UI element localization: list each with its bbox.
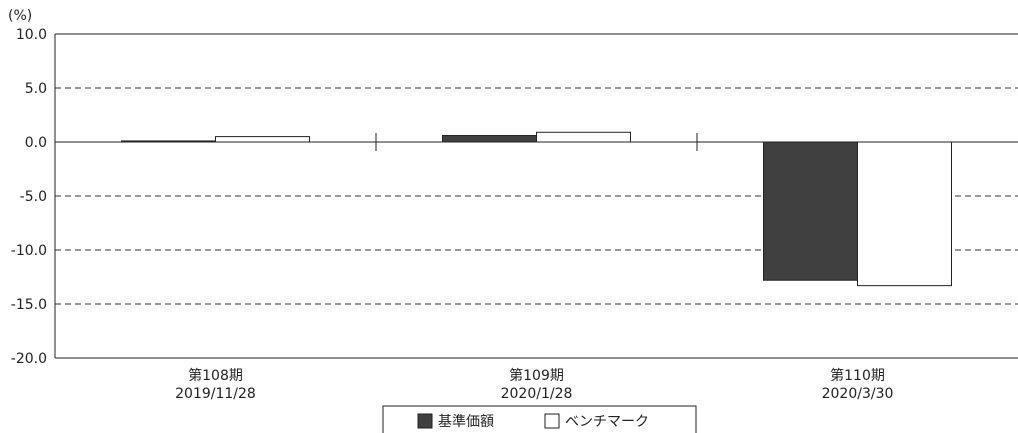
legend-swatch-benchmark	[544, 413, 560, 429]
y-tick-label: 0.0	[25, 135, 47, 151]
legend-label-benchmark: ベンチマーク	[565, 414, 649, 430]
bars	[121, 131, 952, 287]
bar-nav	[763, 141, 858, 281]
legend-box	[382, 405, 697, 433]
y-unit-label: (%)	[8, 8, 32, 24]
y-tick-label: 5.0	[25, 81, 47, 97]
category-label-period: 第109期	[509, 367, 564, 384]
bar-benchmark	[536, 131, 631, 143]
category-labels: 第108期 2019/11/28 第109期 2020/1/28 第110期 2020/3…	[175, 367, 893, 402]
category-label-date: 2020/3/30	[822, 386, 894, 402]
bar-nav	[442, 135, 537, 143]
category-label-period: 第110期	[830, 367, 885, 384]
bar-benchmark	[857, 141, 952, 287]
y-tick-label: -15.0	[11, 297, 47, 313]
category-label-period: 第108期	[188, 367, 243, 384]
y-tick-label: -5.0	[20, 189, 47, 205]
category-separators	[375, 133, 698, 151]
legend-swatch-nav	[417, 413, 433, 429]
y-tick-label: -20.0	[11, 351, 47, 367]
category-label-date: 2020/1/28	[501, 386, 573, 402]
legend-label-nav: 基準価額	[438, 413, 494, 430]
y-tick-label: 10.0	[16, 27, 47, 43]
category-label-date: 2019/11/28	[175, 386, 256, 402]
bar-benchmark	[215, 136, 310, 143]
legend: 基準価額 ベンチマーク	[382, 405, 697, 433]
y-tick-label: -10.0	[11, 243, 47, 259]
y-tick-labels: 10.0 5.0 0.0 -5.0 -10.0 -15.0 -20.0	[11, 27, 47, 367]
